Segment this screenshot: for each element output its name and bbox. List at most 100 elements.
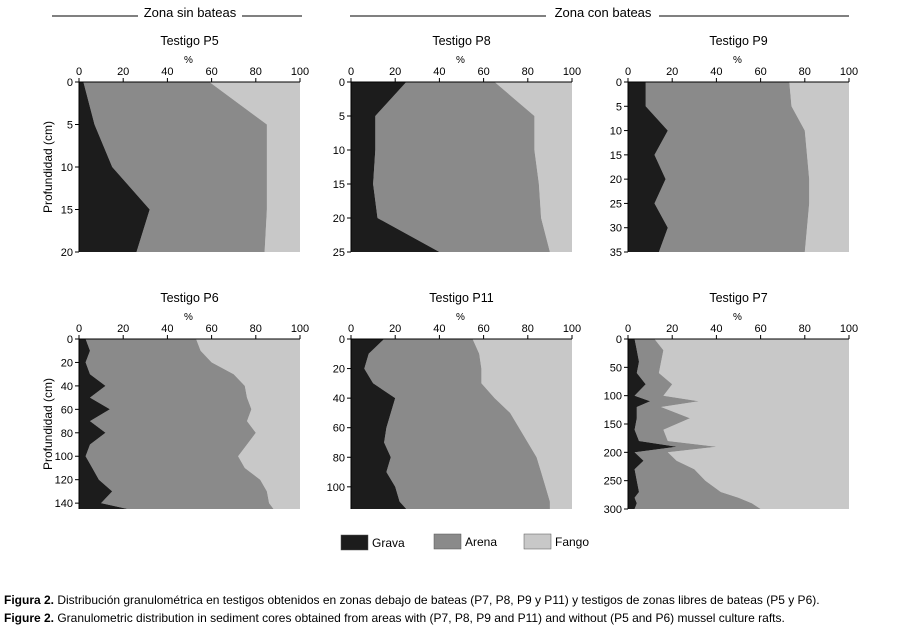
x-tick-label: 0 [348, 323, 354, 335]
zone-header-left-label: Zona sin bateas [144, 5, 237, 20]
y-tick-label: 80 [333, 452, 345, 464]
x-axis-unit: % [456, 55, 465, 66]
y-tick-label: 0 [339, 77, 345, 89]
fango-area [196, 339, 300, 509]
chart-title: Testigo P6 [160, 291, 218, 305]
y-tick-label: 30 [610, 223, 622, 235]
y-tick-label: 35 [610, 247, 622, 259]
chart-title: Testigo P7 [709, 291, 767, 305]
fango-area [494, 82, 572, 252]
x-axis-unit: % [184, 55, 193, 66]
x-tick-label: 100 [563, 323, 581, 335]
y-tick-label: 10 [61, 162, 73, 174]
y-tick-label: 140 [55, 498, 73, 510]
y-tick-label: 120 [55, 475, 73, 487]
x-tick-label: 80 [250, 323, 262, 335]
caption-spanish-label: Figura 2. [4, 593, 55, 607]
x-axis-unit: % [184, 312, 193, 323]
x-tick-label: 0 [76, 323, 82, 335]
y-tick-label: 40 [61, 381, 73, 393]
x-tick-label: 100 [563, 66, 581, 78]
y-tick-label: 20 [610, 174, 622, 186]
chart-panel: Testigo P9% 0 20 40 60 80 100 0 5 10 15 20 25 30 35 [610, 34, 858, 259]
y-tick-label: 20 [333, 213, 345, 225]
legend-swatch [340, 534, 369, 551]
x-tick-label: 40 [161, 323, 173, 335]
y-tick-label: 250 [604, 476, 622, 488]
y-tick-label: 0 [616, 77, 622, 89]
x-tick-label: 0 [76, 66, 82, 78]
arena-area [364, 339, 550, 509]
grava-area [351, 339, 407, 509]
fango-area [789, 82, 849, 252]
y-tick-label: 20 [61, 247, 73, 259]
y-tick-label: 300 [604, 504, 622, 516]
fango-area [654, 339, 849, 509]
x-tick-label: 40 [161, 66, 173, 78]
x-tick-label: 20 [389, 323, 401, 335]
y-axis-title: Profundidad (cm) [41, 378, 55, 470]
y-tick-label: 60 [333, 423, 345, 435]
chart-title: Testigo P11 [429, 291, 493, 305]
zone-header-right: Zona con bateas [350, 5, 849, 20]
legend-item: Fango [523, 533, 589, 550]
x-tick-label: 100 [840, 66, 858, 78]
y-tick-label: 15 [333, 179, 345, 191]
x-tick-label: 0 [625, 323, 631, 335]
legend-swatch [523, 533, 552, 550]
y-tick-label: 5 [67, 120, 73, 132]
y-tick-label: 60 [61, 404, 73, 416]
grava-area [628, 82, 668, 252]
x-tick-label: 80 [799, 323, 811, 335]
caption-spanish-text: Distribución granulométrica en testigos … [54, 593, 820, 607]
fango-area [472, 339, 572, 509]
legend-label: Fango [555, 535, 589, 549]
y-tick-label: 80 [61, 428, 73, 440]
y-tick-label: 15 [610, 150, 622, 162]
chart-title: Testigo P8 [432, 34, 490, 48]
caption-spanish: Figura 2. Distribución granulométrica en… [4, 593, 820, 607]
y-tick-label: 0 [339, 334, 345, 346]
x-tick-label: 60 [477, 66, 489, 78]
x-axis-unit: % [733, 55, 742, 66]
y-tick-label: 10 [333, 145, 345, 157]
y-tick-label: 100 [327, 482, 345, 494]
chart-panels: Testigo P5%0 20 40 60 80 10005101520Profundid… [41, 34, 858, 516]
x-tick-label: 0 [348, 66, 354, 78]
legend-swatch [433, 533, 462, 550]
x-tick-label: 100 [840, 323, 858, 335]
x-tick-label: 20 [666, 323, 678, 335]
chart-panel: Testigo P5% 0 20 40 60 80 100 0 5 10 15 20 Profundid… [41, 34, 309, 259]
legend-label: Grava [372, 536, 405, 550]
y-tick-label: 0 [616, 334, 622, 346]
y-tick-label: 25 [610, 198, 622, 210]
chart-panel: Testigo P7% 0 20 40 60 80 100 0 50 100 150 200 250 30… [604, 291, 859, 516]
x-tick-label: 60 [754, 66, 766, 78]
fango-area [209, 82, 300, 252]
x-tick-label: 80 [522, 66, 534, 78]
chart-title: Testigo P9 [709, 34, 767, 48]
grava-area [351, 82, 440, 252]
arena-area [83, 82, 267, 252]
x-tick-label: 80 [250, 66, 262, 78]
y-tick-label: 0 [67, 334, 73, 346]
chart-title: Testigo P5 [160, 34, 218, 48]
grava-area [79, 339, 128, 509]
x-tick-label: 40 [710, 66, 722, 78]
y-tick-label: 40 [333, 393, 345, 405]
x-tick-label: 60 [754, 323, 766, 335]
chart-panel: Testigo P8% 0 20 40 60 80 100 0 5 10 15 20 25 [333, 34, 581, 259]
arena-area [634, 339, 761, 509]
y-tick-label: 50 [610, 362, 622, 374]
x-tick-label: 60 [477, 323, 489, 335]
y-tick-label: 20 [61, 357, 73, 369]
zone-header-right-label: Zona con bateas [555, 5, 652, 20]
legend: Grava Arena Fango [340, 533, 589, 551]
y-tick-label: 5 [616, 101, 622, 113]
x-tick-label: 60 [205, 323, 217, 335]
y-tick-label: 15 [61, 205, 73, 217]
y-tick-label: 0 [67, 77, 73, 89]
chart-panel: Testigo P6% 0 20 40 60 80 100 0 20 40 60 80 100 120 14… [41, 291, 309, 510]
arena-area [85, 339, 274, 509]
y-axis-title: Profundidad (cm) [41, 121, 55, 213]
